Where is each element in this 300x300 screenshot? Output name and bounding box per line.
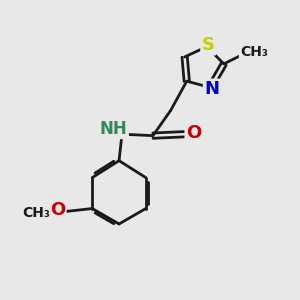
- Text: O: O: [186, 124, 201, 142]
- Text: CH₃: CH₃: [240, 45, 268, 59]
- Text: S: S: [202, 36, 215, 54]
- Text: NH: NH: [100, 120, 128, 138]
- Text: O: O: [50, 201, 65, 219]
- Text: N: N: [204, 80, 219, 98]
- Text: CH₃: CH₃: [22, 206, 50, 220]
